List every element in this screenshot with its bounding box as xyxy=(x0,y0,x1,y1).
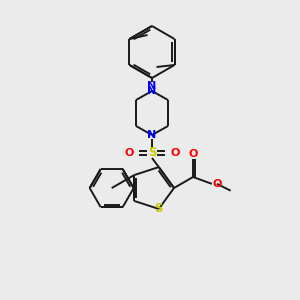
Text: N: N xyxy=(147,86,157,96)
Text: N: N xyxy=(147,81,157,91)
Text: O: O xyxy=(170,148,180,158)
Text: O: O xyxy=(124,148,134,158)
Text: N: N xyxy=(147,130,157,140)
Text: S: S xyxy=(154,202,163,215)
Text: O: O xyxy=(212,179,221,189)
Text: S: S xyxy=(148,146,156,160)
Text: O: O xyxy=(188,149,198,159)
